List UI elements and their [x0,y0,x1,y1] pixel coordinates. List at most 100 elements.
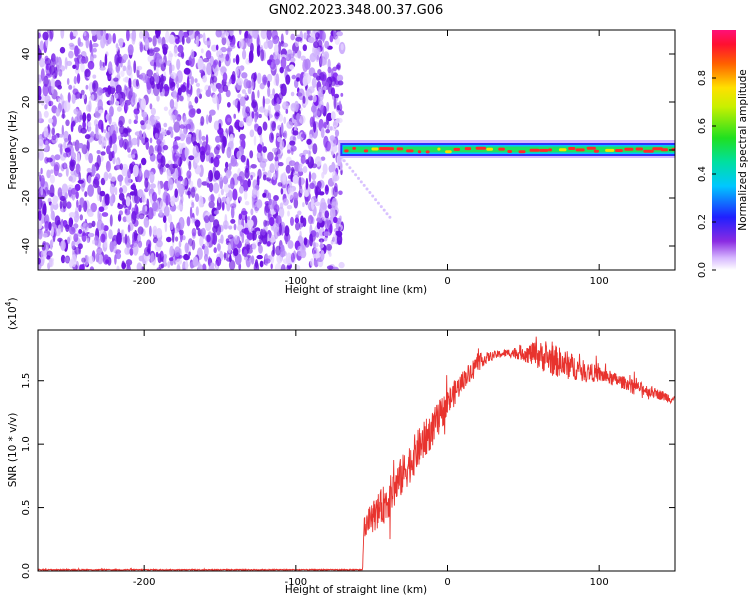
noise-cell [72,30,78,37]
noise-cell [98,109,104,114]
noise-cell [302,166,308,173]
noise-cell [70,187,77,195]
noise-cell [119,178,122,187]
noise-cell [254,259,259,269]
noise-cell [107,85,112,95]
noise-cell [168,34,175,45]
noise-cell [333,30,336,39]
noise-cell [44,104,48,110]
noise-cell [291,74,297,80]
noise-cell [285,164,291,174]
signal-peak [624,147,634,151]
noise-cell [95,252,100,263]
noise-cell [266,30,272,40]
noise-cell [256,199,263,209]
noise-cell [213,156,220,168]
noise-cell [38,150,44,161]
noise-cell [197,33,203,39]
noise-cell [135,79,139,87]
noise-cell [175,38,180,45]
noise-cell [127,168,131,179]
noise-cell [108,229,113,240]
noise-cell [64,138,69,143]
noise-cell [101,212,109,217]
noise-cell [266,73,273,83]
noise-cell [156,66,159,76]
noise-cell [80,62,85,73]
noise-cell [238,120,244,128]
noise-cell [125,86,133,100]
noise-cell [239,38,244,49]
noise-cell [314,201,321,206]
noise-cell [305,159,310,165]
noise-cell [82,263,85,270]
noise-cell [325,140,331,152]
noise-cell [180,85,187,93]
noise-cell [268,199,275,210]
noise-cell [191,201,195,209]
noise-tail [345,162,349,166]
noise-cell [150,183,156,189]
noise-cell [87,125,92,132]
noise-cell [84,68,91,78]
noise-cell [296,133,301,140]
noise-cell [332,233,337,245]
noise-cell [117,135,122,141]
noise-cell [250,255,255,265]
noise-cell [289,140,296,146]
noise-cell [91,94,95,101]
noise-cell [283,116,287,125]
noise-cell [262,95,265,109]
noise-cell [67,236,71,245]
noise-cell [115,252,122,260]
noise-cell [78,124,83,134]
noise-cell [209,109,216,116]
noise-cell [234,253,242,265]
noise-cell [191,239,196,251]
noise-cell [258,106,266,113]
noise-cell [143,216,150,228]
noise-cell [87,211,94,218]
noise-cell [163,122,168,128]
noise-tail [374,198,378,202]
noise-cell [242,49,247,60]
noise-cell [92,239,96,245]
noise-cell [222,84,229,92]
noise-cell [237,100,241,112]
noise-cell [176,92,179,103]
noise-cell [132,164,139,178]
noise-cell [131,137,138,146]
spectrogram-xtick-label: -100 [284,276,307,287]
noise-cell [251,111,255,119]
noise-cell [167,213,173,224]
noise-cell [306,30,311,36]
noise-cell [290,145,297,152]
noise-cell [243,227,250,235]
noise-cell [318,191,325,196]
colorbar-gradient [712,30,736,270]
noise-cell [137,226,144,235]
noise-cell [176,58,181,71]
signal-peak [507,150,513,153]
noise-cell [109,195,114,207]
noise-cell [194,219,201,228]
noise-cell [336,117,343,124]
noise-cell [120,62,123,68]
noise-cell [170,129,174,139]
noise-cell [336,74,344,82]
noise-cell [226,196,230,204]
signal-peak [406,149,414,153]
noise-cell [223,252,227,261]
noise-cell [139,31,144,39]
noise-cell [272,88,275,96]
noise-cell [280,122,284,136]
noise-cell [118,115,125,126]
noise-cell [149,225,152,237]
noise-cell [237,93,242,99]
noise-cell [96,219,104,231]
noise-cell [104,193,110,206]
noise-cell [126,30,130,42]
noise-cell [182,128,187,139]
noise-cell [230,203,237,209]
